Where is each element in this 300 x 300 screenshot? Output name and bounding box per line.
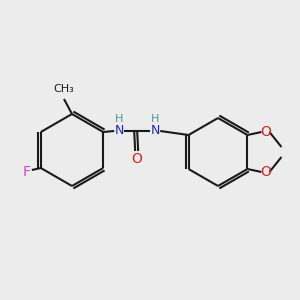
Text: N: N (115, 124, 124, 137)
Text: H: H (151, 114, 159, 124)
Text: O: O (132, 152, 142, 166)
Text: O: O (260, 165, 271, 179)
Text: H: H (115, 114, 123, 124)
Text: N: N (151, 124, 160, 137)
Text: F: F (23, 165, 31, 179)
Text: O: O (260, 125, 271, 139)
Text: CH₃: CH₃ (54, 84, 74, 94)
